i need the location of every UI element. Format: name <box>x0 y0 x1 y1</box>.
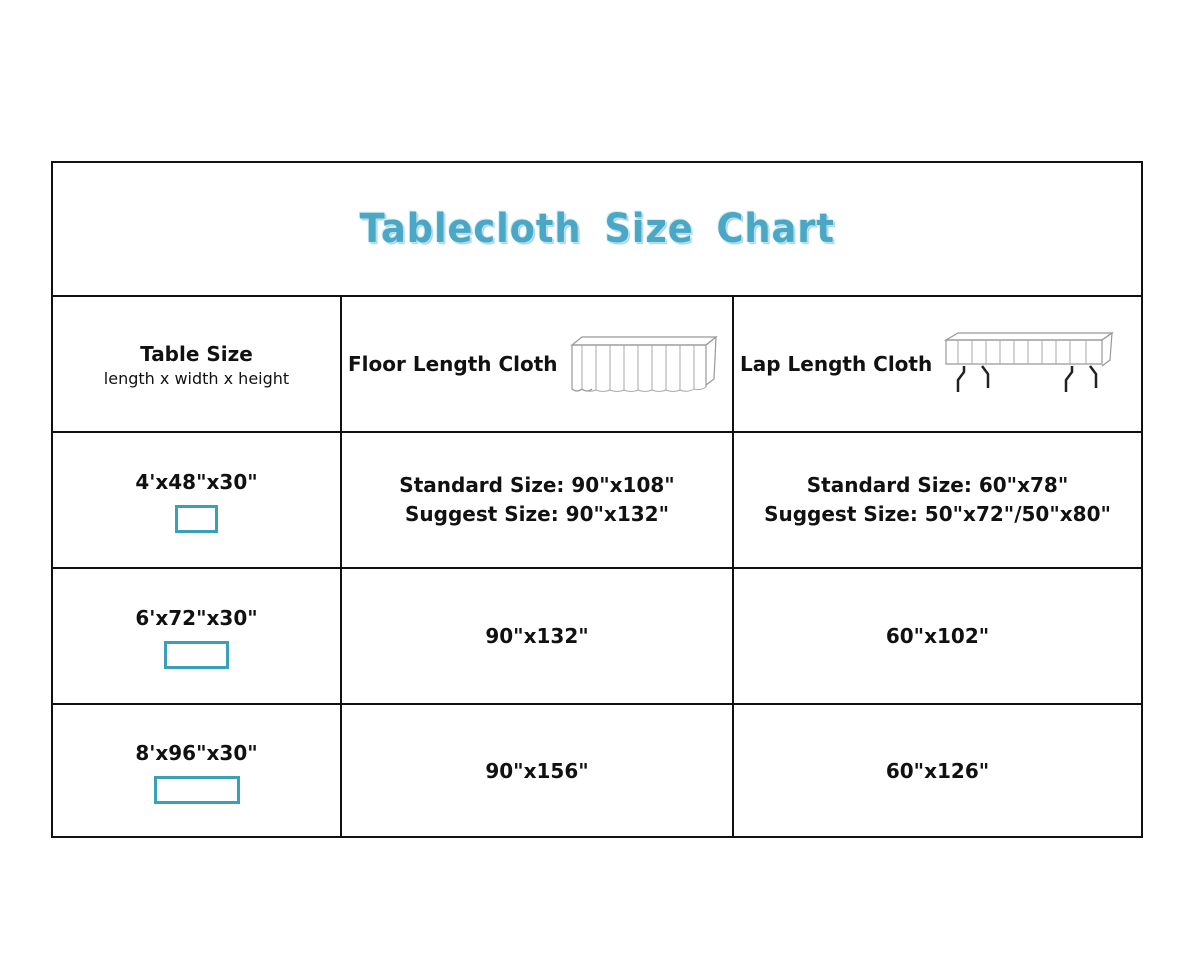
lap-size: 60"x102" <box>885 623 990 648</box>
table-row: 8'x96"x30" 90"x156" 60"x126" <box>53 705 1141 838</box>
table-size-heading: Table Size <box>140 342 253 366</box>
header-lap-length: Lap Length Cloth <box>734 297 1141 431</box>
floor-length-cell: 90"x132" <box>342 569 734 703</box>
standard-size: Standard Size: 90"x108" <box>399 473 675 497</box>
floor-size: 90"x132" <box>485 623 589 648</box>
table-size-value: 6'x72"x30" <box>135 605 258 630</box>
header-row: Table Size length x width x height Floor… <box>53 297 1141 433</box>
floor-length-heading: Floor Length Cloth <box>348 351 558 376</box>
size-chart-table: Tablecloth Size Chart Table Size length … <box>51 161 1143 838</box>
floor-length-cell: Standard Size: 90"x108" Suggest Size: 90… <box>342 433 734 567</box>
table-size-subheading: length x width x height <box>103 369 290 388</box>
lap-length-heading: Lap Length Cloth <box>740 351 933 376</box>
chart-title-cell: Tablecloth Size Chart <box>53 163 1141 297</box>
table-outline-8ft <box>153 776 240 804</box>
table-row: 4'x48"x30" Standard Size: 90"x108" Sugge… <box>53 433 1141 569</box>
table-size-cell: 4'x48"x30" <box>53 433 342 567</box>
lap-length-cell: 60"x102" <box>734 569 1141 703</box>
table-row: 6'x72"x30" 90"x132" 60"x102" <box>53 569 1141 705</box>
table-size-value: 8'x96"x30" <box>135 741 258 765</box>
table-size-cell: 6'x72"x30" <box>53 569 342 703</box>
lap-length-tablecloth-icon <box>943 331 1115 392</box>
table-size-value: 4'x48"x30" <box>135 469 258 494</box>
suggest-size: Suggest Size: 90"x132" <box>404 502 669 526</box>
suggest-size: Suggest Size: 50"x72"/50"x80" <box>764 502 1111 526</box>
standard-size: Standard Size: 60"x78" <box>806 473 1069 497</box>
floor-length-tablecloth-icon <box>569 335 718 392</box>
table-size-cell: 8'x96"x30" <box>53 705 342 838</box>
header-table-size: Table Size length x width x height <box>53 297 342 431</box>
header-floor-length: Floor Length Cloth <box>342 297 734 431</box>
lap-size: 60"x126" <box>885 759 990 783</box>
table-outline-4ft <box>175 504 218 533</box>
floor-length-cell: 90"x156" <box>342 705 734 838</box>
lap-length-cell: 60"x126" <box>734 705 1141 838</box>
chart-title: Tablecloth Size Chart <box>359 206 835 252</box>
floor-size: 90"x156" <box>485 759 589 783</box>
table-outline-6ft <box>164 640 229 669</box>
lap-length-cell: Standard Size: 60"x78" Suggest Size: 50"… <box>734 433 1141 567</box>
